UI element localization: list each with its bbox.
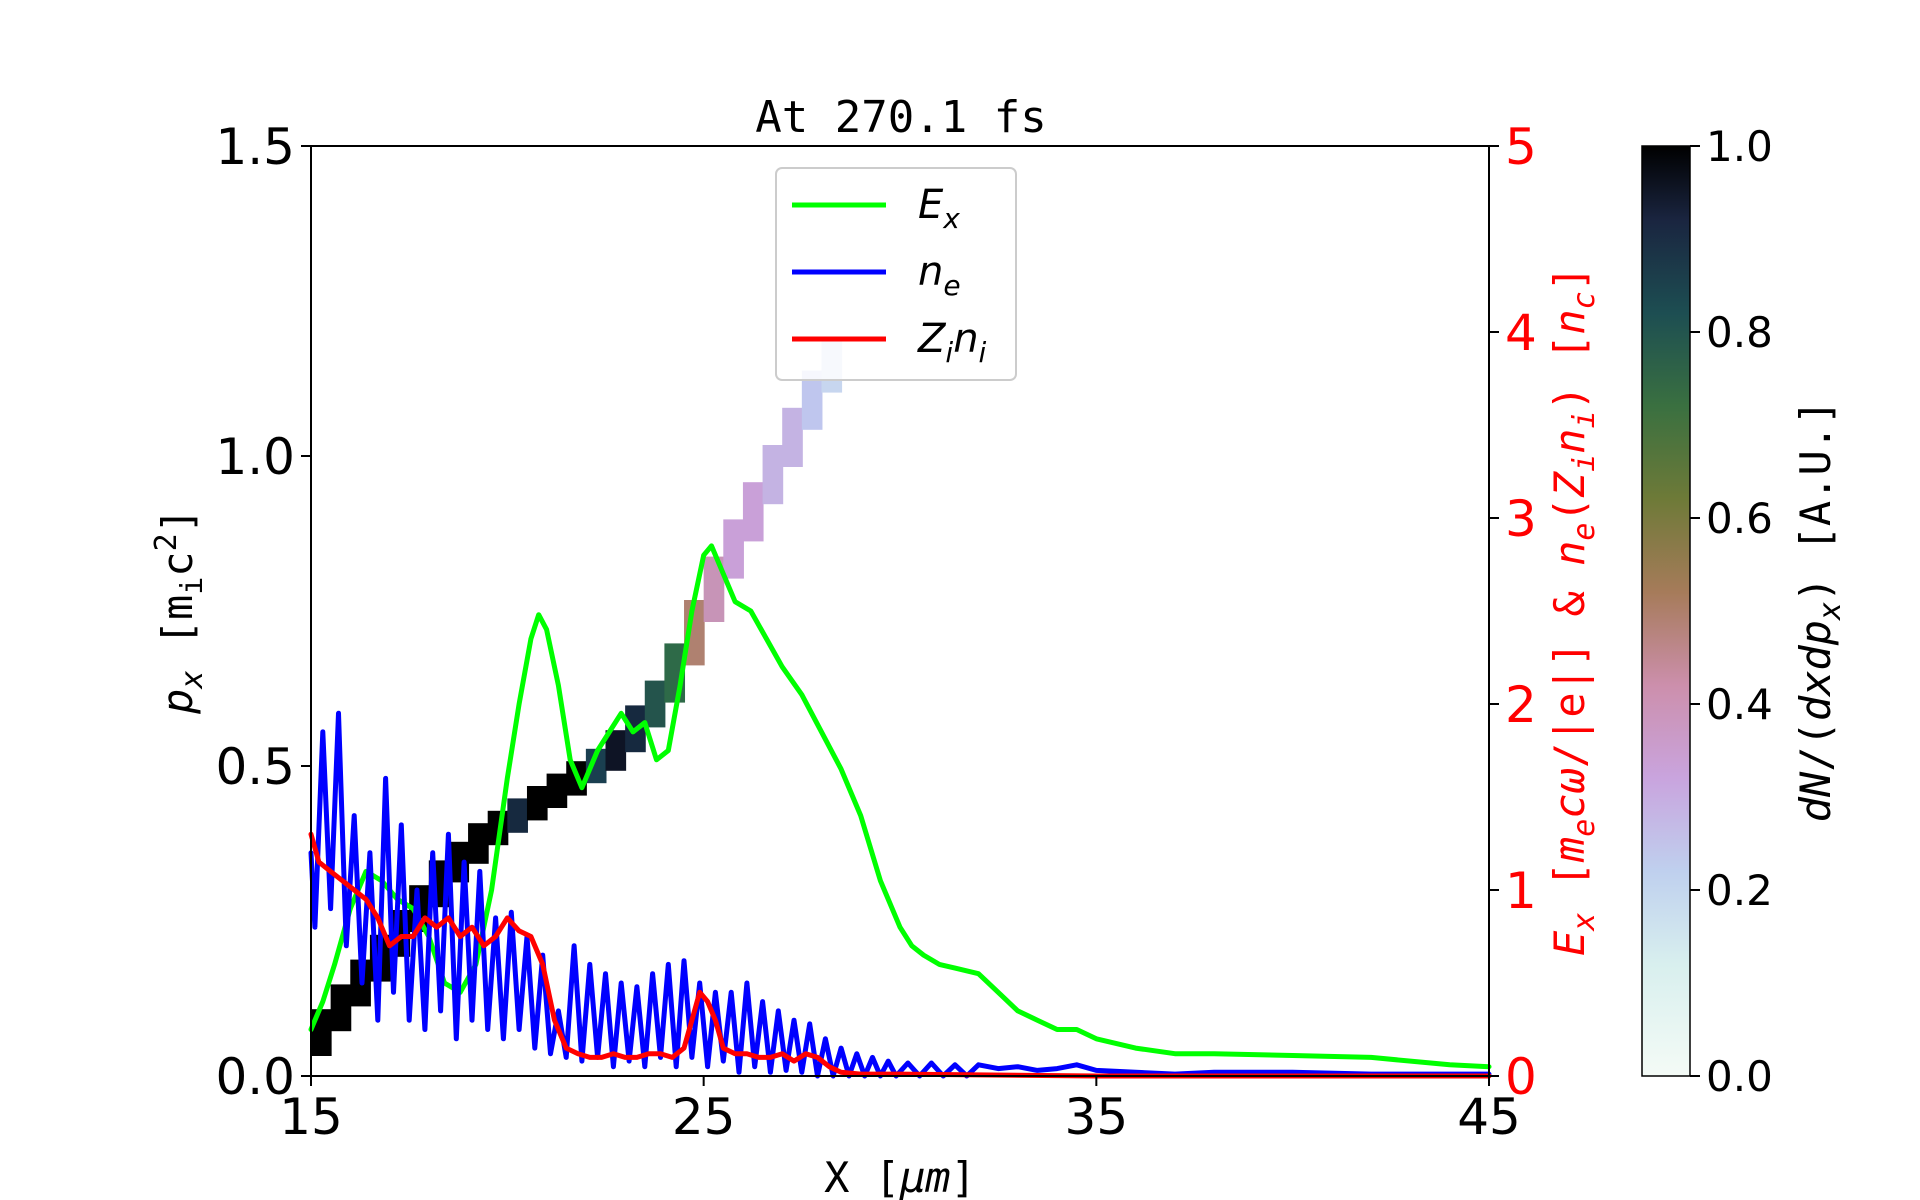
colorbar-gradient <box>1641 145 1691 1077</box>
y-right-tick-label: 4 <box>1505 304 1537 362</box>
heatmap-cell <box>644 680 666 728</box>
chart-title: At 270.1 fs <box>755 92 1046 143</box>
y-left-tick-label: 1.0 <box>215 428 295 486</box>
colorbar-tick-label: 0.6 <box>1706 494 1773 543</box>
heatmap-cell <box>605 730 627 771</box>
heatmap-cell <box>330 984 352 1032</box>
heatmap-cell <box>468 823 489 864</box>
legend-box <box>775 167 1017 381</box>
colorbar-tick-label: 1.0 <box>1706 122 1773 171</box>
y-right-tick-label: 3 <box>1505 490 1537 548</box>
y-left-axis-ticks: 0.0 0.5 1.0 1.5 <box>215 118 311 1106</box>
y-right-tick-label: 0 <box>1505 1048 1537 1106</box>
heatmap-cell <box>585 748 607 784</box>
x-axis-label: X [μm] <box>824 1153 976 1200</box>
series-line-n_e <box>308 710 1492 1079</box>
x-tick-label: 25 <box>672 1088 736 1146</box>
heatmap-cell <box>546 773 568 808</box>
series-line-z_i-n_i <box>308 831 1492 1079</box>
colorbar-tick-label: 0.4 <box>1706 680 1773 729</box>
colorbar: 0.0 0.2 0.4 0.6 0.8 1.0 dN/(dxdpx) [A.U.] <box>1641 122 1848 1101</box>
heatmap-cell <box>526 786 548 821</box>
heatmap-cell <box>703 556 725 622</box>
y-right-tick-label: 5 <box>1505 118 1537 176</box>
heatmap-cell <box>762 445 784 505</box>
plot-frame <box>310 145 1490 1077</box>
x-tick-label: 35 <box>1065 1088 1129 1146</box>
y-right-tick-label: 1 <box>1505 862 1537 920</box>
y-right-axis-ticks: 0 1 2 3 4 5 <box>1489 118 1537 1106</box>
heatmap-cell <box>801 370 823 430</box>
y-left-axis-label: px [mic2] <box>149 508 210 715</box>
x-tick-label: 45 <box>1457 1088 1521 1146</box>
heatmap-cell <box>742 482 764 542</box>
colorbar-tick-label: 0.8 <box>1706 308 1773 357</box>
y-left-tick-label: 0.0 <box>215 1048 295 1106</box>
colorbar-label: dN/(dxdpx) [A.U.] <box>1791 400 1848 823</box>
heatmap-cell <box>782 407 803 467</box>
x-tick-label: 15 <box>279 1088 343 1146</box>
series-lines <box>308 543 1492 1079</box>
colorbar-tick-label: 0.0 <box>1706 1052 1773 1101</box>
plot-area <box>308 145 1492 1079</box>
x-axis-ticks: 15 25 35 45 <box>279 1076 1521 1146</box>
y-left-tick-label: 0.5 <box>215 738 295 796</box>
heatmap-cell <box>507 798 528 833</box>
y-left-tick-label: 1.5 <box>215 118 295 176</box>
heatmap-cell <box>723 519 744 579</box>
colorbar-tick-label: 0.2 <box>1706 866 1773 915</box>
y-right-tick-label: 2 <box>1505 676 1537 734</box>
y-right-axis-label: Ex [mecω/|e|] & ne(Zini) [nc] <box>1545 266 1602 956</box>
colorbar-ticks: 0.0 0.2 0.4 0.6 0.8 1.0 <box>1690 122 1773 1101</box>
legend: Ex ne Zini <box>775 167 1017 381</box>
